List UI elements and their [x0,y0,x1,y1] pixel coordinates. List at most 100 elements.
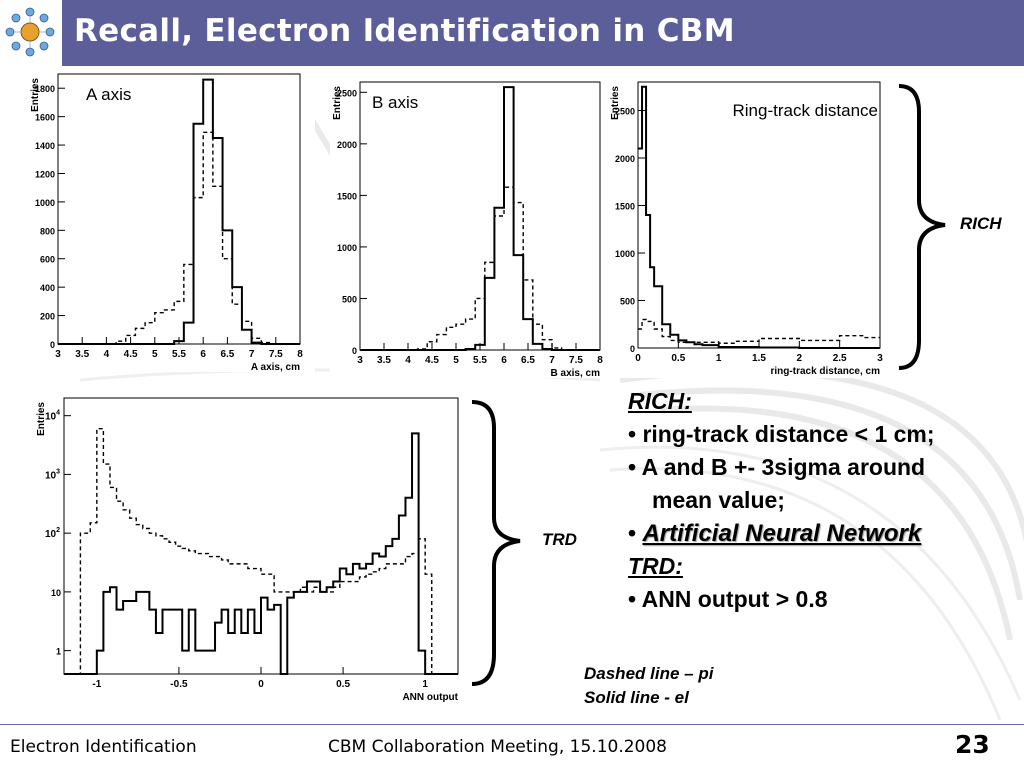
x-tick-label: 1.5 [752,353,766,364]
rich-brace-icon [898,84,946,370]
y-tick-label: 1500 [615,202,635,212]
footer: Electron Identification CBM Collaboratio… [0,724,1024,769]
rich-item-ab-cont: mean value; [652,487,785,513]
x-tick-label: 2.5 [833,353,847,364]
plot-ring-track-svg: 0 0.5 1 1.5 2 2.5 3 0 500 1000 1500 2000 2500 ring-tr… [610,81,883,377]
x-tick-label: 4 [104,349,110,360]
series-pion-line [638,318,880,344]
line-style-notes: Dashed line – pi Solid line - el [584,662,713,710]
x-tick-label: 5.5 [172,349,186,360]
y-tick-label: 1 [56,647,61,657]
y-tick-label: 1600 [35,113,55,123]
x-tick-label: 8 [597,355,603,366]
trd-header: TRD: [628,553,683,579]
x-tick-label: 7.5 [569,355,583,366]
x-tick-label: 2 [797,353,803,364]
x-tick-label: 0.5 [671,353,685,364]
x-axis-title: B axis, cm [551,368,601,378]
plot-annotation: B axis [372,93,418,112]
plot-ann-output: -1 -0.5 0 0.5 1 1 10 102 103 104 ANN output Entries [28,392,468,710]
x-tick-label: 1 [422,679,428,690]
x-tick-label: 3.5 [75,349,89,360]
title-bar-fill [62,0,1024,66]
footer-topic: Electron Identification [10,737,197,757]
x-tick-label: 3.5 [377,355,391,366]
x-tick-label: 7 [249,349,255,360]
x-tick-label: 5.5 [473,355,487,366]
y-tick-label: 400 [40,283,55,293]
plot-b-axis: 3 3.5 4 4.5 5 5.5 6 6.5 7 7.5 8 0 500 1000 1500 2000 250… [330,80,610,378]
x-axis-title: ring-track distance, cm [771,366,881,377]
plot-a-axis: 3 3.5 4 4.5 5 5.5 6 6.5 7 7.5 8 0 200 400 600 800 1000 12… [30,72,315,372]
x-tick-label: 0 [258,679,264,690]
y-tick-label: 1500 [337,191,357,201]
y-tick-label: 2000 [615,154,635,164]
x-axis-title: ANN output [402,692,458,703]
y-tick-label: 500 [620,297,635,307]
x-tick-label: 4.5 [425,355,439,366]
x-tick-label: 6.5 [220,349,234,360]
y-tick-label: 1000 [337,243,357,253]
note-solid: Solid line - el [584,688,689,707]
plot-ann-output-svg: -1 -0.5 0 0.5 1 1 10 102 103 104 ANN output Entries [36,397,459,703]
x-tick-label: 0 [635,353,641,364]
x-tick-label: 4.5 [124,349,138,360]
rich-item-ann: • Artificial Neural Network [628,517,1018,550]
plot-frame [359,81,601,351]
y-tick-label: 0 [352,346,357,356]
x-tick-label: 1 [716,353,722,364]
trd-bracket-label: TRD [542,530,577,549]
page-number: 23 [955,730,990,759]
rich-header: RICH: [628,388,692,414]
series-electron-line [58,78,300,345]
y-tick-label: 2500 [615,107,635,117]
rich-item-ann-text: Artificial Neural Network [642,520,922,547]
x-tick-label: 5 [453,355,459,366]
y-tick-label: 0 [630,344,635,354]
x-tick-label: 5 [152,349,158,360]
y-tick-label: 0 [50,340,55,350]
note-dashed: Dashed line – pi [584,664,714,683]
x-tick-label: 7.5 [269,349,283,360]
rich-bracket-label: RICH [960,214,1002,233]
x-tick-label: 8 [297,349,303,360]
x-tick-label: 0.5 [336,679,350,690]
footer-meeting: CBM Collaboration Meeting, 15.10.2008 [328,737,667,757]
rich-item-ab: • A and B +- 3sigma around [628,454,926,480]
y-tick-label: 102 [45,527,60,540]
x-tick-label: 3 [877,353,883,364]
plot-frame [57,73,301,345]
x-tick-label: -0.5 [170,679,188,690]
rich-item-distance: • ring-track distance < 1 cm; [628,421,935,447]
series-pion-line [360,186,600,351]
y-tick-label: 2500 [337,88,357,98]
x-axis-title: A axis, cm [251,362,300,372]
y-axis-title: Entries [30,78,41,112]
plot-b-axis-svg: 3 3.5 4 4.5 5 5.5 6 6.5 7 7.5 8 0 500 1000 1500 2000 250… [332,81,603,378]
x-tick-label: 6 [200,349,206,360]
y-tick-label: 800 [40,226,55,236]
y-tick-label: 1000 [35,198,55,208]
x-tick-label: 6.5 [521,355,535,366]
series-pion-line [58,131,300,345]
y-tick-label: 500 [342,294,357,304]
series-electron-line [360,86,600,351]
series-electron-line [638,85,880,349]
y-axis-title: Entries [332,86,343,120]
y-tick-label: 104 [45,410,60,423]
x-tick-label: 4 [405,355,411,366]
title-bar: Recall, Electron Identification in CBM [0,0,1024,66]
series-electron-line [64,432,458,675]
x-tick-label: 7 [549,355,555,366]
criteria-list: RICH: • ring-track distance < 1 cm; • A … [628,385,1018,616]
series-pion-line [64,428,458,675]
x-tick-label: 3 [55,349,61,360]
plot-a-axis-svg: 3 3.5 4 4.5 5 5.5 6 6.5 7 7.5 8 0 200 400 600 800 1000 12… [30,73,303,372]
trd-brace-icon [471,400,521,686]
y-tick-label: 1000 [615,249,635,259]
y-tick-label: 600 [40,255,55,265]
plot-ring-track: 0 0.5 1 1.5 2 2.5 3 0 500 1000 1500 2000 2500 ring-tr… [608,80,888,378]
trd-item-ann: • ANN output > 0.8 [628,586,828,612]
plot-annotation: Ring-track distance [732,101,878,120]
